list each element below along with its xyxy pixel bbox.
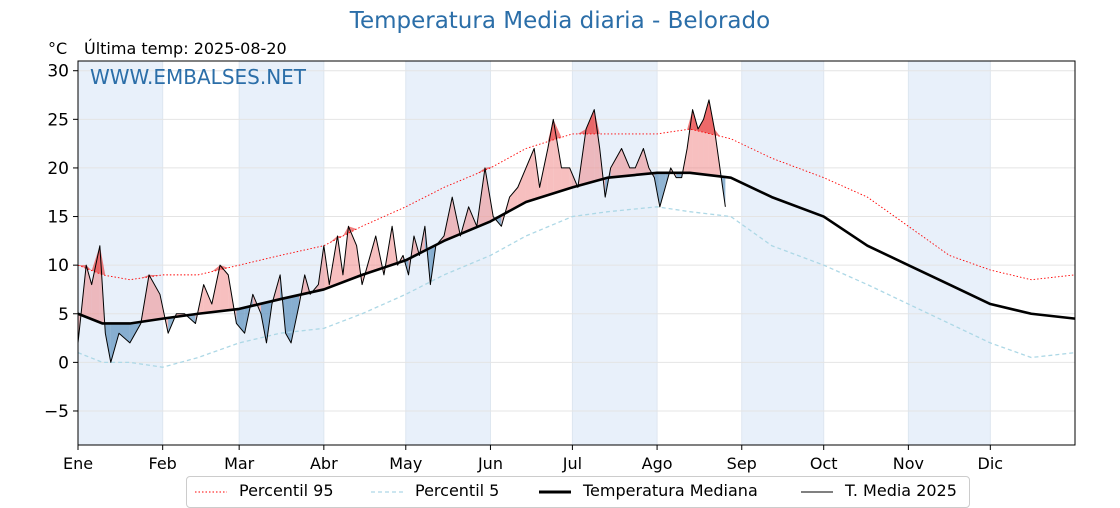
series-lines: [77, 99, 1076, 368]
x-tick-label-11: Dic: [978, 454, 1004, 473]
extreme-segment-18: [220, 265, 229, 270]
extreme-segment-92: [714, 129, 720, 137]
anomaly-segment-2: [86, 265, 92, 320]
extreme-segment-1: [78, 265, 87, 269]
extreme-segment-36: [342, 226, 349, 236]
extreme-segment-34: [329, 235, 338, 243]
y-tick-label-7: 30: [47, 62, 69, 82]
legend-label-media2025: T. Media 2025: [845, 481, 957, 500]
plot-frame: [77, 60, 1076, 446]
anomaly-segment-40: [370, 235, 376, 273]
grid-lines: [77, 61, 1075, 445]
month-band-6: [572, 61, 658, 445]
anomaly-segment-10: [149, 274, 160, 321]
last-temp-label: Última temp: 2025-08-20: [84, 39, 287, 58]
y-tick-label-0: −5: [44, 402, 69, 422]
anomaly-segment-78: [635, 148, 644, 175]
legend-swatch-p5: [371, 491, 403, 493]
anomaly-segment-18: [220, 265, 229, 312]
extreme-segment-87: [687, 109, 693, 130]
y-tick-label-6: 25: [47, 110, 69, 130]
anomaly-segment-6: [110, 323, 119, 363]
anomaly-segment-89: [698, 119, 704, 175]
series-line-3: [77, 99, 726, 363]
extreme-segment-71: [594, 109, 600, 134]
anomaly-segment-16: [203, 284, 212, 314]
extreme-segment-2: [86, 265, 92, 271]
x-tick-label-8: Sep: [727, 454, 757, 473]
x-tick-label-9: Oct: [810, 454, 838, 473]
x-axis: Ene Feb Mar Abr May Jun Jul Ago Sep Oct Nov Dic: [63, 445, 1003, 473]
extreme-segment-57: [484, 166, 494, 171]
anomaly-segment-27: [285, 296, 292, 343]
anomaly-segment-20: [236, 307, 245, 334]
x-tick-label-1: Feb: [149, 454, 177, 473]
extreme-segment-56: [476, 167, 485, 174]
anomaly-segment-61: [517, 167, 526, 207]
anomaly-segment-60: [509, 187, 518, 211]
anomaly-segment-75: [616, 148, 622, 177]
anomaly-segment-64: [539, 148, 548, 198]
anomaly-segment-62: [525, 148, 535, 202]
anomaly-fills: [78, 99, 726, 363]
y-axis: −5 0 5 10 15 20 25 30: [44, 62, 78, 422]
legend-label-p95: Percentil 95: [239, 481, 334, 500]
x-tick-label-7: Ago: [642, 454, 673, 473]
month-band-2: [239, 61, 324, 445]
legend: Percentil 95 Percentil 5 Temperatura Med…: [186, 476, 970, 508]
anomaly-segment-7: [118, 323, 130, 343]
extreme-segment-90: [703, 99, 709, 134]
extreme-segment-69: [577, 129, 587, 134]
x-tick-label-3: Abr: [310, 454, 338, 473]
y-tick-label-2: 5: [58, 305, 69, 325]
extreme-segment-9: [140, 274, 150, 279]
anomaly-segment-23: [261, 302, 267, 343]
chart-title: Temperatura Media diaria - Belorado: [349, 8, 771, 34]
legend-label-median: Temperatura Mediana: [583, 481, 758, 500]
watermark: WWW.EMBALSES.NET: [90, 65, 307, 89]
month-band-0: [78, 61, 163, 445]
anomaly-segment-37: [348, 226, 357, 281]
legend-swatch-p95: [195, 491, 227, 493]
x-tick-label-5: Jun: [477, 454, 503, 473]
month-band-8: [741, 61, 824, 445]
anomaly-segment-82: [659, 172, 666, 207]
legend-swatch-median: [539, 490, 571, 494]
extreme-segment-17: [211, 265, 221, 272]
legend-label-p5: Percentil 5: [415, 481, 500, 500]
y-tick-label-5: 20: [47, 159, 69, 179]
extreme-segment-65: [547, 119, 554, 142]
anomaly-segment-77: [629, 167, 636, 176]
x-tick-label-6: Jul: [562, 454, 582, 473]
x-tick-label-0: Ene: [63, 454, 93, 473]
series-line-2: [77, 171, 1076, 325]
extreme-segment-3: [91, 245, 100, 274]
y-tick-label-1: 0: [58, 353, 69, 373]
anomaly-segment-76: [621, 148, 630, 177]
extreme-segment-66: [553, 119, 562, 140]
series-line-1: [77, 206, 1076, 368]
anomaly-segment-67: [561, 167, 570, 191]
month-bands: [78, 61, 991, 445]
unit-label: °C: [48, 39, 68, 58]
y-tick-label-4: 15: [47, 208, 69, 228]
x-tick-label-2: Mar: [224, 454, 255, 473]
month-band-10: [908, 61, 991, 445]
x-tick-label-10: Nov: [893, 454, 924, 473]
anomaly-segment-74: [610, 158, 617, 178]
y-tick-label-3: 10: [47, 256, 69, 276]
x-tick-label-4: May: [389, 454, 422, 473]
legend-swatch-media2025: [801, 491, 833, 493]
